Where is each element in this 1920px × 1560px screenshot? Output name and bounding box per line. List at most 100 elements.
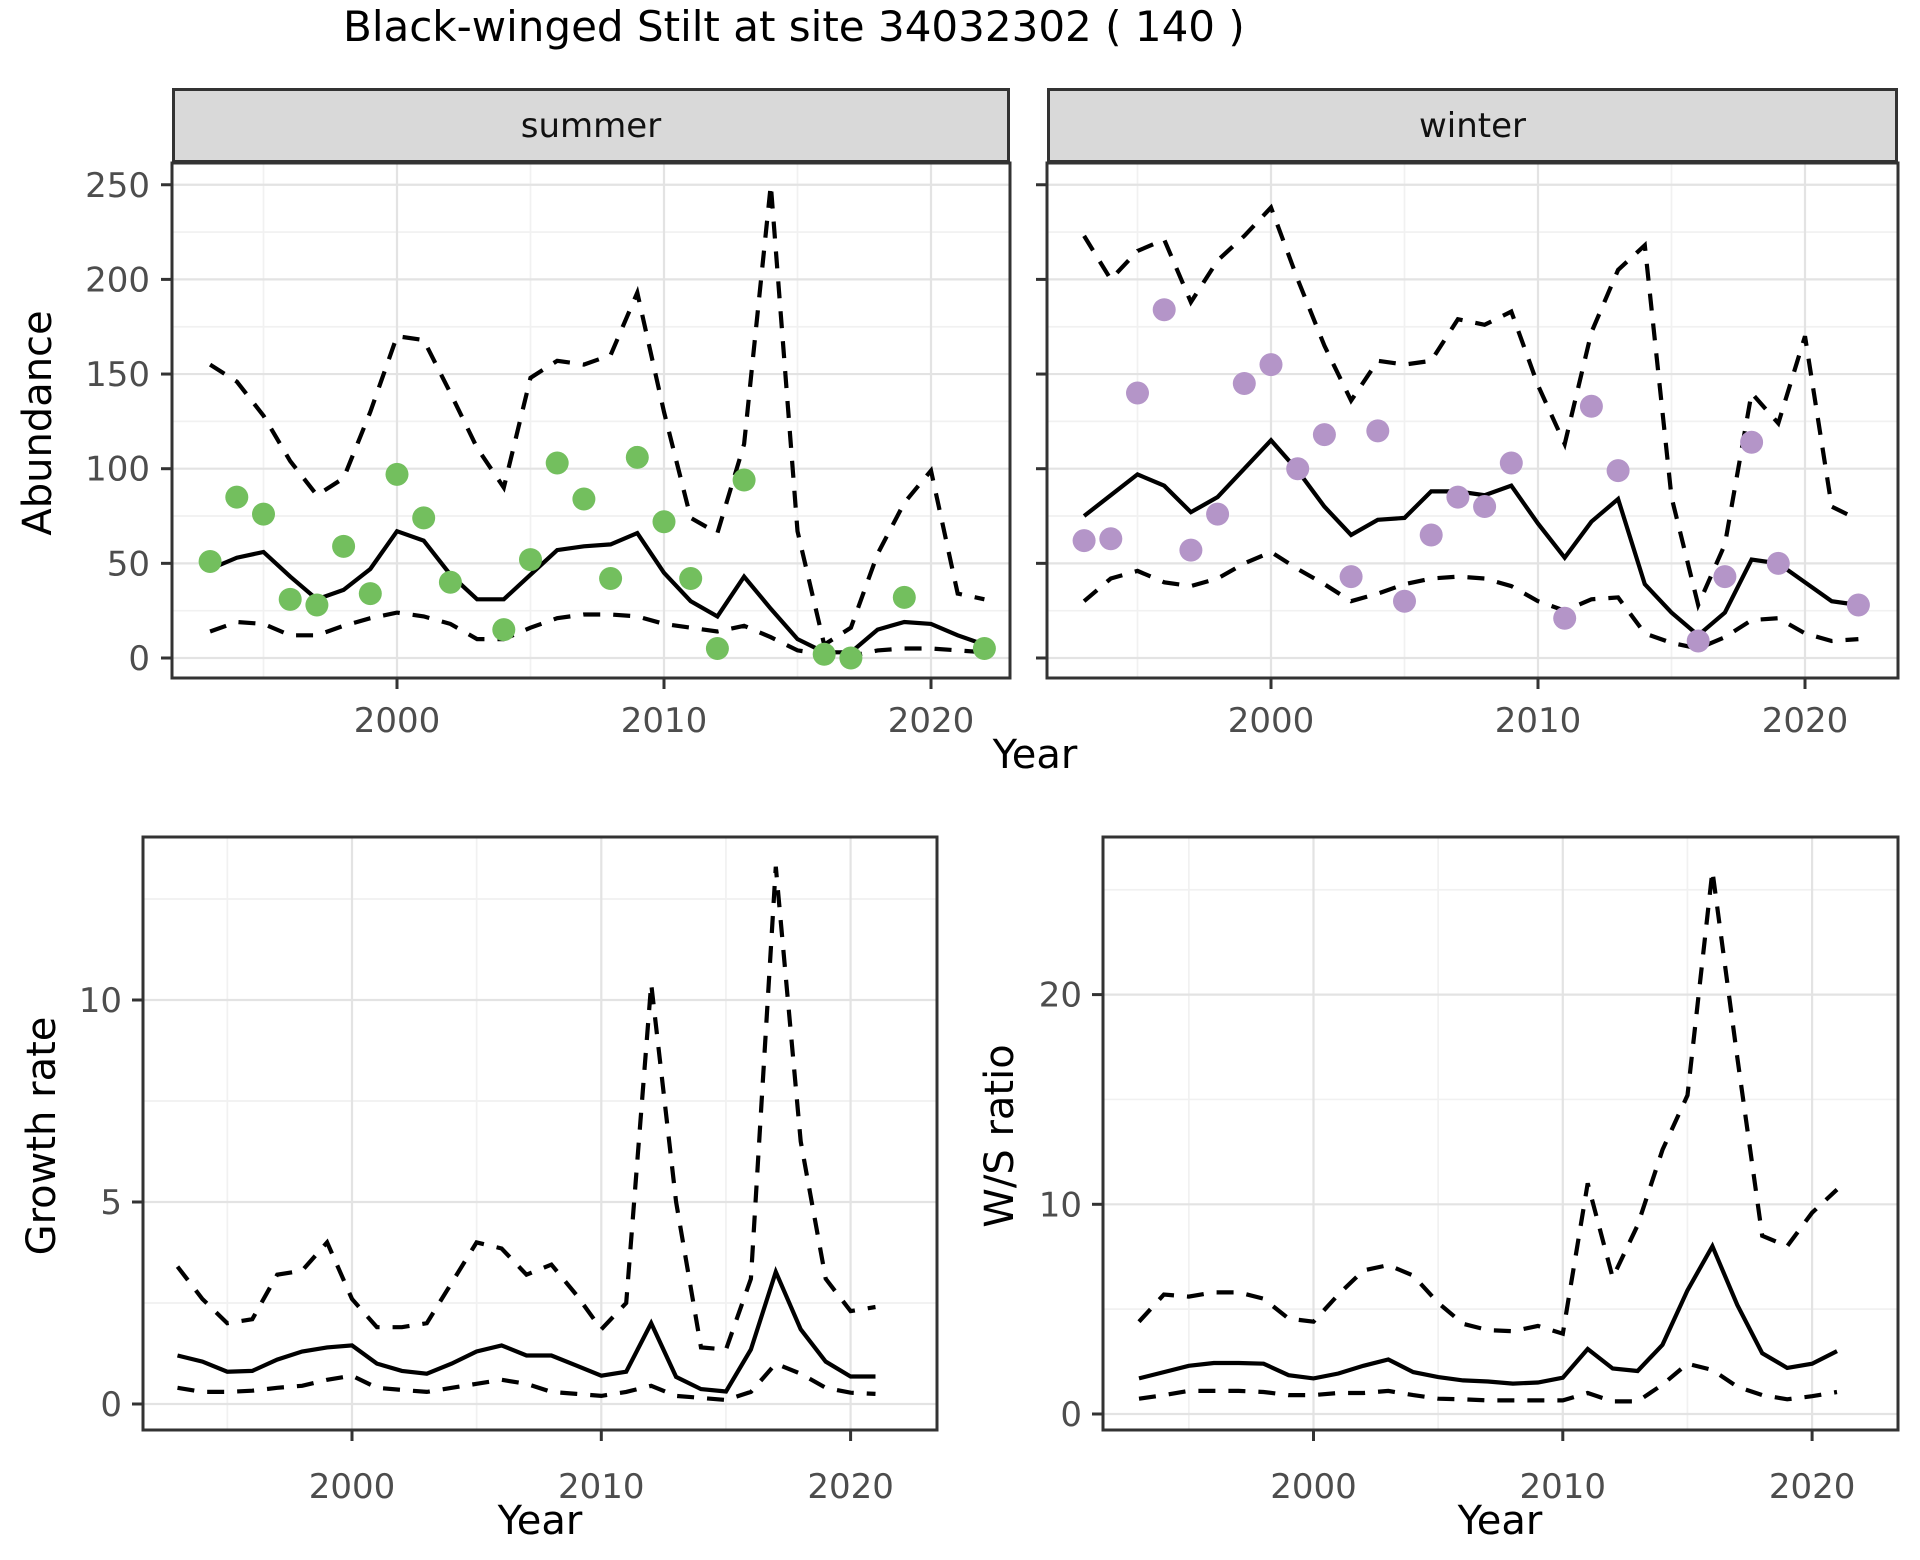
summer-obs-point	[572, 487, 596, 511]
summer-obs-point	[225, 485, 249, 509]
y-axis-title-abundance: Abundance	[15, 310, 61, 536]
summer-obs-point	[198, 549, 222, 573]
winter-obs-point	[1740, 430, 1764, 454]
winter-obs-point	[1286, 457, 1310, 481]
summer-obs-point	[839, 646, 863, 670]
summer-obs-point	[892, 585, 916, 609]
chart-title: Black-winged Stilt at site 34032302 ( 14…	[343, 2, 1245, 51]
summer-obs-point	[438, 570, 462, 594]
facet-strip-summer-label: summer	[520, 105, 662, 146]
summer-x-tick-label: 2010	[621, 701, 708, 741]
ws-y-tick-label: 0	[1060, 1395, 1082, 1435]
growth-x-tick-label: 2000	[309, 1467, 396, 1507]
winter-obs-point	[1446, 485, 1470, 509]
growth-y-tick-label: 10	[79, 981, 122, 1021]
winter-obs-point	[1126, 381, 1149, 405]
x-axis-title-year-growth: Year	[497, 1498, 583, 1544]
ws-lower95-line	[1138, 1361, 1838, 1404]
summer-x-tick-label: 2000	[354, 701, 441, 741]
winter-obs-point	[1499, 451, 1523, 475]
winter-obs-point	[1713, 565, 1737, 589]
summer-obs-point	[252, 502, 275, 526]
y-axis-title-growth-rate: Growth rate	[19, 1016, 65, 1256]
winter-obs-point	[1339, 565, 1363, 589]
winter-obs-point	[1686, 629, 1710, 653]
facet-strip-summer: summer	[172, 88, 1010, 163]
winter-obs-point	[1419, 523, 1443, 547]
winter-obs-point	[1312, 423, 1336, 447]
x-axis-title-year-ws: Year	[1457, 1498, 1543, 1544]
growth-panel-border	[141, 835, 939, 1432]
ws-panel-border	[1101, 835, 1900, 1432]
winter-obs-point	[1232, 372, 1256, 396]
summer-x-tick-label: 2020	[888, 701, 975, 741]
growth-x-tick-label: 2020	[807, 1467, 894, 1507]
summer-obs-point	[705, 637, 729, 661]
winter-obs-point	[1393, 589, 1416, 613]
growth-mean-line	[177, 1265, 876, 1394]
winter-obs-point	[1366, 419, 1390, 443]
x-axis-title-year-top: Year	[992, 732, 1078, 778]
ws-x-tick-label: 2020	[1769, 1467, 1856, 1507]
facet-strip-winter-label: winter	[1418, 105, 1527, 146]
winter-mean-line	[1082, 437, 1859, 639]
summer-y-tick-label: 200	[85, 260, 150, 300]
winter-lower95-line	[1082, 549, 1859, 651]
winter-obs-point	[1766, 551, 1790, 575]
ws-y-tick-label: 10	[1039, 1185, 1082, 1225]
summer-y-tick-label: 250	[85, 166, 150, 206]
summer-obs-point	[492, 618, 516, 642]
summer-obs-point	[652, 510, 676, 534]
summer-y-tick-label: 150	[85, 355, 150, 395]
summer-obs-point	[358, 582, 382, 606]
ws-y-tick-label: 20	[1039, 976, 1082, 1016]
summer-obs-point	[732, 468, 756, 492]
summer-obs-point	[305, 593, 329, 617]
winter-x-tick-label: 2010	[1495, 701, 1582, 741]
winter-obs-point	[1259, 353, 1283, 377]
winter-panel-border	[1045, 161, 1900, 680]
winter-obs-point	[1846, 593, 1870, 617]
winter-obs-point	[1152, 298, 1176, 322]
y-axis-title-ws-ratio: W/S ratio	[977, 1044, 1023, 1228]
winter-panel-bg	[1047, 163, 1898, 678]
summer-y-tick-label: 100	[85, 450, 150, 490]
summer-obs-point	[332, 534, 356, 558]
summer-obs-point	[385, 462, 409, 486]
ws-x-tick-label: 2000	[1270, 1467, 1357, 1507]
winter-obs-point	[1553, 606, 1577, 630]
winter-obs-point	[1206, 502, 1230, 526]
summer-y-tick-label: 50	[107, 544, 150, 584]
summer-obs-point	[812, 642, 836, 666]
winter-obs-point	[1579, 394, 1603, 418]
growth-upper95-line	[175, 866, 876, 1352]
summer-y-tick-label: 0	[128, 639, 150, 679]
ws-panel-bg	[1103, 837, 1898, 1430]
winter-obs-point	[1072, 529, 1096, 553]
summer-obs-point	[625, 445, 649, 469]
winter-x-tick-label: 2000	[1228, 701, 1315, 741]
winter-x-tick-label: 2020	[1762, 701, 1849, 741]
summer-obs-point	[972, 637, 996, 661]
growth-y-tick-label: 0	[100, 1385, 122, 1425]
growth-panel-bg	[143, 837, 937, 1430]
summer-upper95-line	[208, 184, 985, 649]
winter-obs-point	[1473, 495, 1497, 519]
ws-mean-line	[1138, 1241, 1838, 1386]
growth-y-tick-label: 5	[100, 1183, 122, 1223]
ws-upper95-line	[1137, 870, 1839, 1337]
summer-obs-point	[545, 451, 569, 475]
summer-obs-point	[412, 506, 436, 530]
ws-x-tick-label: 2010	[1520, 1467, 1607, 1507]
summer-panel-border	[170, 161, 1012, 680]
summer-obs-point	[599, 566, 623, 590]
winter-obs-point	[1606, 459, 1630, 483]
growth-x-tick-label: 2010	[558, 1467, 645, 1507]
summer-obs-point	[278, 587, 302, 611]
summer-obs-point	[679, 566, 703, 590]
winter-obs-point	[1099, 527, 1123, 551]
winter-obs-point	[1179, 538, 1203, 562]
summer-obs-point	[519, 548, 542, 572]
